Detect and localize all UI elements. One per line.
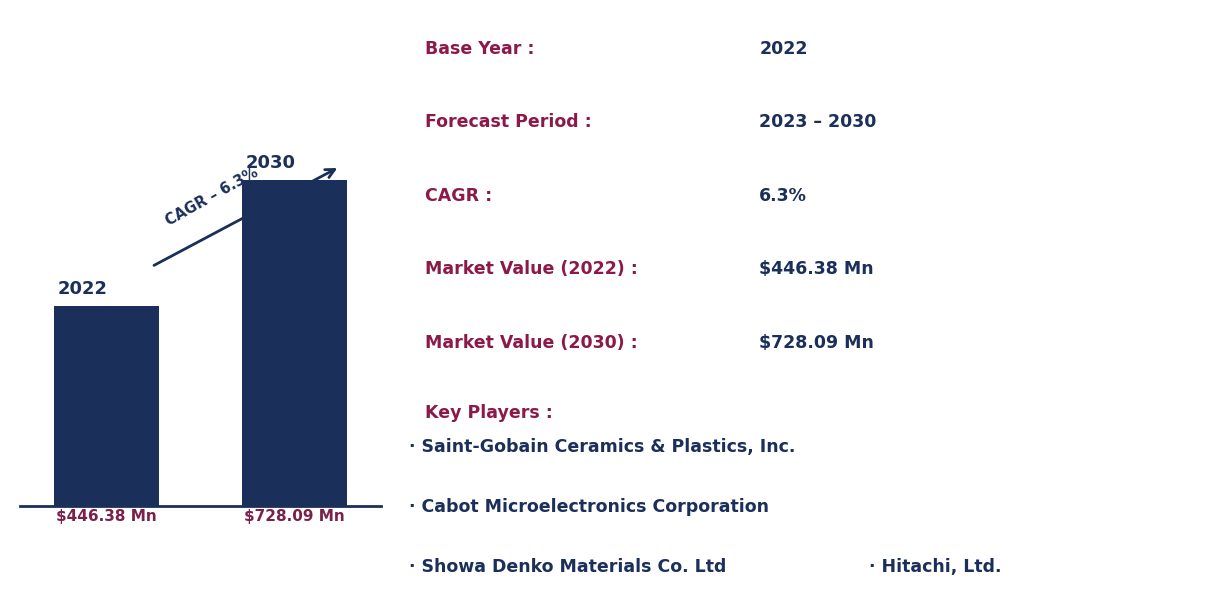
Text: $446.38 Mn: $446.38 Mn — [56, 509, 157, 524]
Text: · Cabot Microelectronics Corporation: · Cabot Microelectronics Corporation — [409, 498, 769, 515]
Text: 2023 – 2030: 2023 – 2030 — [759, 113, 876, 131]
Text: Forecast Period :: Forecast Period : — [425, 113, 592, 131]
Bar — [53, 306, 159, 506]
Text: · Saint-Gobain Ceramics & Plastics, Inc.: · Saint-Gobain Ceramics & Plastics, Inc. — [409, 438, 796, 455]
Text: Key Players :: Key Players : — [425, 404, 553, 422]
Text: CAGR :: CAGR : — [425, 187, 492, 204]
Text: Market Value (2022) :: Market Value (2022) : — [425, 260, 638, 278]
Text: $728.09 Mn: $728.09 Mn — [244, 509, 345, 524]
Text: 2022: 2022 — [57, 280, 107, 297]
Text: 6.3%: 6.3% — [759, 187, 807, 204]
Text: · Hitachi, Ltd.: · Hitachi, Ltd. — [869, 558, 1001, 575]
Text: Market Value (2030) :: Market Value (2030) : — [425, 334, 638, 351]
Text: Base Year :: Base Year : — [425, 40, 535, 58]
Text: 2022: 2022 — [759, 40, 808, 58]
Bar — [242, 180, 347, 506]
Text: $446.38 Mn: $446.38 Mn — [759, 260, 874, 278]
Text: $728.09 Mn: $728.09 Mn — [759, 334, 874, 351]
Text: 2030: 2030 — [245, 154, 295, 171]
Text: CAGR – 6.3%: CAGR – 6.3% — [163, 165, 261, 229]
Text: · Showa Denko Materials Co. Ltd: · Showa Denko Materials Co. Ltd — [409, 558, 727, 575]
